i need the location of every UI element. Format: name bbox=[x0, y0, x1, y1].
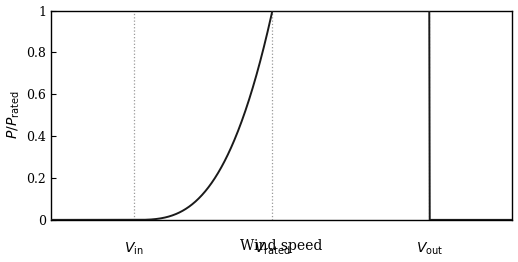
Text: $V_{\rm out}$: $V_{\rm out}$ bbox=[416, 241, 443, 257]
X-axis label: Wind speed: Wind speed bbox=[240, 239, 323, 253]
Text: $V_{\rm rated}$: $V_{\rm rated}$ bbox=[254, 241, 291, 257]
Y-axis label: $P/P_{\mathrm{rated}}$: $P/P_{\mathrm{rated}}$ bbox=[6, 91, 22, 139]
Text: $V_{\rm in}$: $V_{\rm in}$ bbox=[124, 241, 143, 257]
